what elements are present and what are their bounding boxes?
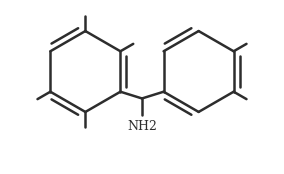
- Text: NH2: NH2: [127, 120, 157, 133]
